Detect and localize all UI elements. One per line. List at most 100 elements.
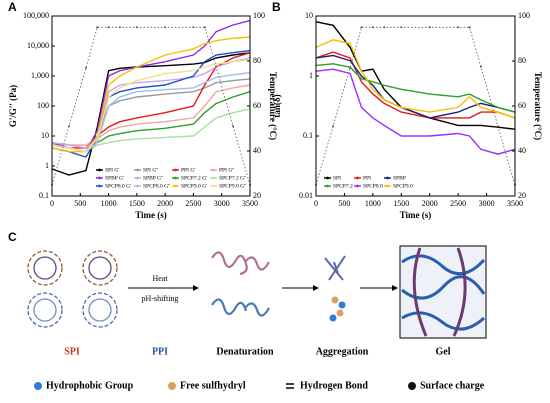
legend-label: SPBP bbox=[393, 175, 406, 181]
chain bbox=[244, 302, 270, 317]
series-line bbox=[51, 59, 251, 153]
x-tick-label: 1000 bbox=[101, 199, 117, 208]
y-tick-label: 100 bbox=[37, 101, 49, 110]
panel-letter: B bbox=[272, 0, 281, 14]
y-tick-label: 100,000 bbox=[23, 11, 49, 20]
ppi-globule bbox=[88, 298, 112, 322]
spi-globule bbox=[27, 250, 63, 286]
temperature-point bbox=[232, 125, 235, 128]
legend-marker bbox=[174, 184, 177, 188]
panel-letter: C bbox=[8, 230, 17, 244]
x-tick-label: 1500 bbox=[129, 199, 145, 208]
y2-tick-label: 100 bbox=[253, 11, 265, 20]
legend-marker bbox=[212, 168, 215, 172]
gel-network bbox=[401, 247, 486, 337]
legend-marker bbox=[136, 176, 139, 180]
legend-label: SPBP G'' bbox=[143, 175, 163, 181]
legend-marker bbox=[174, 168, 177, 172]
legend-marker bbox=[212, 176, 215, 180]
protein-label: SPI bbox=[64, 346, 80, 357]
temperature-line bbox=[51, 26, 251, 185]
sulfhydryl bbox=[331, 296, 339, 304]
y-tick-label: 1 bbox=[309, 71, 313, 80]
x-tick-label: 1500 bbox=[393, 199, 409, 208]
stage-label: Gel bbox=[436, 346, 451, 357]
y2-axis-label: Temperature (°C) bbox=[533, 72, 543, 140]
temperature-point bbox=[383, 26, 386, 29]
x-tick-label: 0 bbox=[50, 199, 54, 208]
legend-label: Hydrophobic Group bbox=[46, 380, 134, 391]
series-line bbox=[315, 39, 516, 119]
y-tick-label: 1 bbox=[45, 161, 49, 170]
y2-tick-label: 20 bbox=[518, 191, 526, 200]
legend-label: PPI G'' bbox=[219, 167, 234, 173]
series-line bbox=[51, 57, 251, 149]
strand bbox=[452, 247, 467, 337]
x-tick-label: 3500 bbox=[507, 199, 523, 208]
series-line bbox=[51, 71, 251, 153]
legend-marker bbox=[98, 184, 101, 188]
x-tick-label: 500 bbox=[74, 199, 86, 208]
step-label: Heat bbox=[152, 274, 168, 283]
hydrophobic bbox=[338, 301, 346, 309]
y2-tick-label: 80 bbox=[518, 56, 526, 65]
chain bbox=[244, 256, 270, 271]
temperature-point bbox=[203, 26, 206, 29]
series-line bbox=[315, 51, 516, 119]
legend-marker bbox=[356, 184, 359, 188]
protein-label: PPI bbox=[152, 346, 168, 357]
hydrophobic bbox=[329, 314, 337, 322]
legend-marker bbox=[212, 184, 215, 188]
ppi-globule bbox=[27, 292, 63, 328]
y-tick-label: 10,000 bbox=[27, 41, 49, 50]
x-tick-label: 2000 bbox=[157, 199, 173, 208]
x-tick-label: 2000 bbox=[422, 199, 438, 208]
legend-icon bbox=[286, 383, 294, 389]
temperature-point bbox=[164, 26, 167, 29]
spi-globule bbox=[88, 256, 112, 280]
temperature-point bbox=[371, 26, 374, 29]
temperature-point bbox=[215, 65, 218, 68]
y2-tick-label: 40 bbox=[518, 146, 526, 155]
x-tick-label: 3500 bbox=[242, 199, 258, 208]
x-tick-label: 1000 bbox=[365, 199, 381, 208]
y-tick-label: 0.1 bbox=[39, 191, 49, 200]
legend-label: SPI G' bbox=[105, 167, 119, 173]
strand bbox=[401, 254, 486, 276]
step-label: pH-shifting bbox=[142, 294, 179, 303]
legend-label: Hydrogen Bond bbox=[300, 380, 368, 391]
y-tick-label: 10 bbox=[41, 131, 49, 140]
temperature-point bbox=[192, 26, 195, 29]
legend-label: SPCP8.0 bbox=[363, 183, 383, 189]
y2-tick-label: 60 bbox=[253, 101, 261, 110]
stage-label: Aggregation bbox=[316, 346, 369, 357]
legend-icon bbox=[168, 382, 176, 390]
spi-globule bbox=[82, 250, 118, 286]
temperature-point bbox=[118, 26, 121, 29]
series-line bbox=[51, 49, 251, 158]
strand bbox=[412, 247, 428, 337]
legend-label: SPCP7.2 bbox=[333, 183, 353, 189]
legend-label: SPCP9.0 G'' bbox=[219, 183, 246, 189]
temperature-point bbox=[96, 26, 99, 29]
temperature-point bbox=[349, 66, 352, 69]
legend-marker bbox=[136, 184, 139, 188]
series-line bbox=[51, 84, 251, 146]
x-tick-label: 3000 bbox=[479, 199, 495, 208]
legend-marker bbox=[386, 176, 389, 180]
denatured-chains bbox=[211, 251, 270, 317]
legend-marker bbox=[356, 176, 359, 180]
temperature-point bbox=[84, 66, 87, 69]
arrow-head bbox=[313, 285, 319, 291]
legend-marker bbox=[136, 168, 139, 172]
y-tick-label: 0.01 bbox=[299, 191, 313, 200]
temperature-point bbox=[135, 26, 138, 29]
x-tick-label: 2500 bbox=[450, 199, 466, 208]
arrow-head bbox=[193, 285, 199, 291]
y-tick-label: 1,000 bbox=[31, 71, 49, 80]
legend-icon bbox=[34, 382, 42, 390]
legend-marker bbox=[174, 176, 177, 180]
legend-label: Surface charge bbox=[420, 380, 485, 391]
x-tick-label: 0 bbox=[314, 199, 318, 208]
temperature-point bbox=[360, 26, 363, 29]
